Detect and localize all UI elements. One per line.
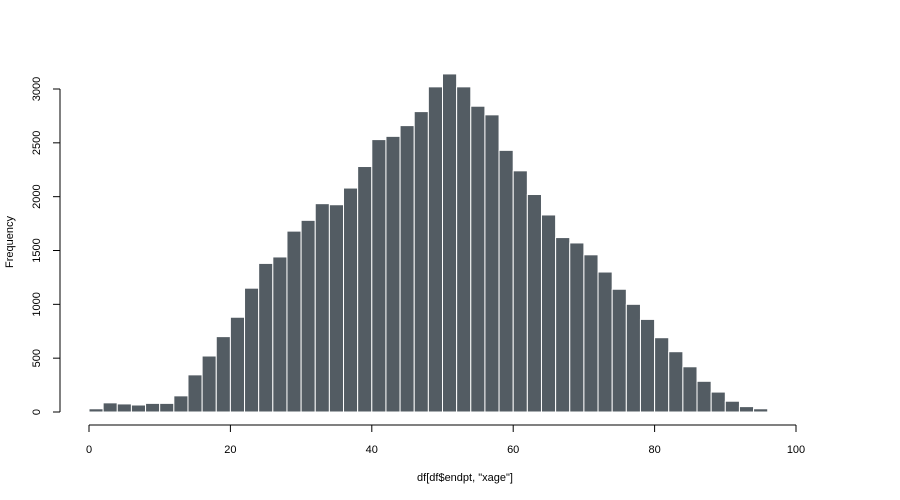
histogram-bar bbox=[88, 408, 104, 413]
histogram-bar bbox=[201, 355, 217, 413]
histogram-bar bbox=[187, 374, 203, 413]
histogram-bar bbox=[145, 402, 161, 413]
histogram-bar bbox=[583, 254, 599, 413]
histogram-bars bbox=[88, 73, 769, 413]
x-tick-label: 80 bbox=[648, 444, 660, 456]
histogram-bar bbox=[314, 203, 330, 413]
histogram-bar bbox=[442, 73, 458, 413]
y-tick-label: 1500 bbox=[31, 238, 43, 262]
histogram-bar bbox=[244, 287, 260, 413]
x-tick-label: 40 bbox=[366, 444, 378, 456]
histogram-bar bbox=[484, 114, 500, 413]
x-axis-title: df[df$endpt, "xage"] bbox=[417, 472, 513, 484]
histogram-bar bbox=[116, 403, 132, 413]
histogram-bar bbox=[710, 391, 726, 413]
x-tick-label: 60 bbox=[507, 444, 519, 456]
x-axis: 0 20 40 60 80 100 bbox=[86, 424, 805, 456]
histogram-bar bbox=[159, 402, 175, 413]
histogram-bar bbox=[413, 111, 429, 413]
histogram-bar bbox=[555, 237, 571, 413]
histogram-bar bbox=[639, 318, 656, 413]
histogram-bar bbox=[427, 86, 443, 413]
histogram-bar bbox=[130, 404, 147, 413]
histogram-bar bbox=[625, 303, 641, 413]
histogram-bar bbox=[215, 336, 231, 413]
y-tick-label: 1000 bbox=[31, 292, 43, 316]
histogram-bar bbox=[540, 214, 557, 413]
histogram-bar bbox=[357, 166, 373, 413]
histogram-bar bbox=[682, 366, 698, 413]
x-tick-label: 100 bbox=[787, 444, 805, 456]
y-axis-title: Frequency bbox=[4, 216, 16, 268]
histogram-bar bbox=[456, 86, 472, 413]
histogram-bar bbox=[753, 408, 769, 413]
histogram-bar bbox=[696, 380, 712, 413]
histogram-bar bbox=[328, 204, 345, 413]
histogram-bar bbox=[724, 400, 740, 413]
histogram-bar bbox=[738, 406, 755, 413]
histogram-bar bbox=[272, 256, 288, 413]
y-tick-label: 3000 bbox=[31, 77, 43, 101]
histogram-bar bbox=[371, 139, 387, 413]
histogram-bar bbox=[668, 351, 684, 413]
histogram-bar bbox=[470, 105, 486, 413]
histogram-bar bbox=[258, 262, 274, 413]
histogram-bar bbox=[512, 170, 528, 413]
histogram-bar bbox=[343, 187, 359, 413]
histogram-bar bbox=[300, 219, 316, 413]
histogram-bar bbox=[569, 242, 585, 413]
y-tick-label: 2500 bbox=[31, 131, 43, 155]
histogram-bar bbox=[385, 135, 401, 413]
histogram-bar bbox=[173, 395, 189, 413]
histogram-bar bbox=[399, 125, 415, 413]
histogram-bar bbox=[498, 149, 514, 413]
histogram-bar bbox=[286, 230, 302, 413]
histogram-bar bbox=[597, 271, 613, 413]
y-tick-label: 2000 bbox=[31, 184, 43, 208]
histogram-bar bbox=[526, 194, 542, 413]
y-tick-label: 500 bbox=[31, 349, 43, 367]
histogram-bar bbox=[229, 316, 246, 413]
histogram-bar bbox=[611, 288, 627, 413]
y-tick-label: 0 bbox=[31, 409, 43, 415]
histogram-bar bbox=[654, 337, 670, 413]
x-tick-label: 20 bbox=[224, 444, 236, 456]
histogram-bar bbox=[102, 402, 118, 413]
y-axis: 0 500 1000 1500 2000 2500 3000 bbox=[31, 77, 61, 415]
x-tick-label: 0 bbox=[86, 444, 92, 456]
